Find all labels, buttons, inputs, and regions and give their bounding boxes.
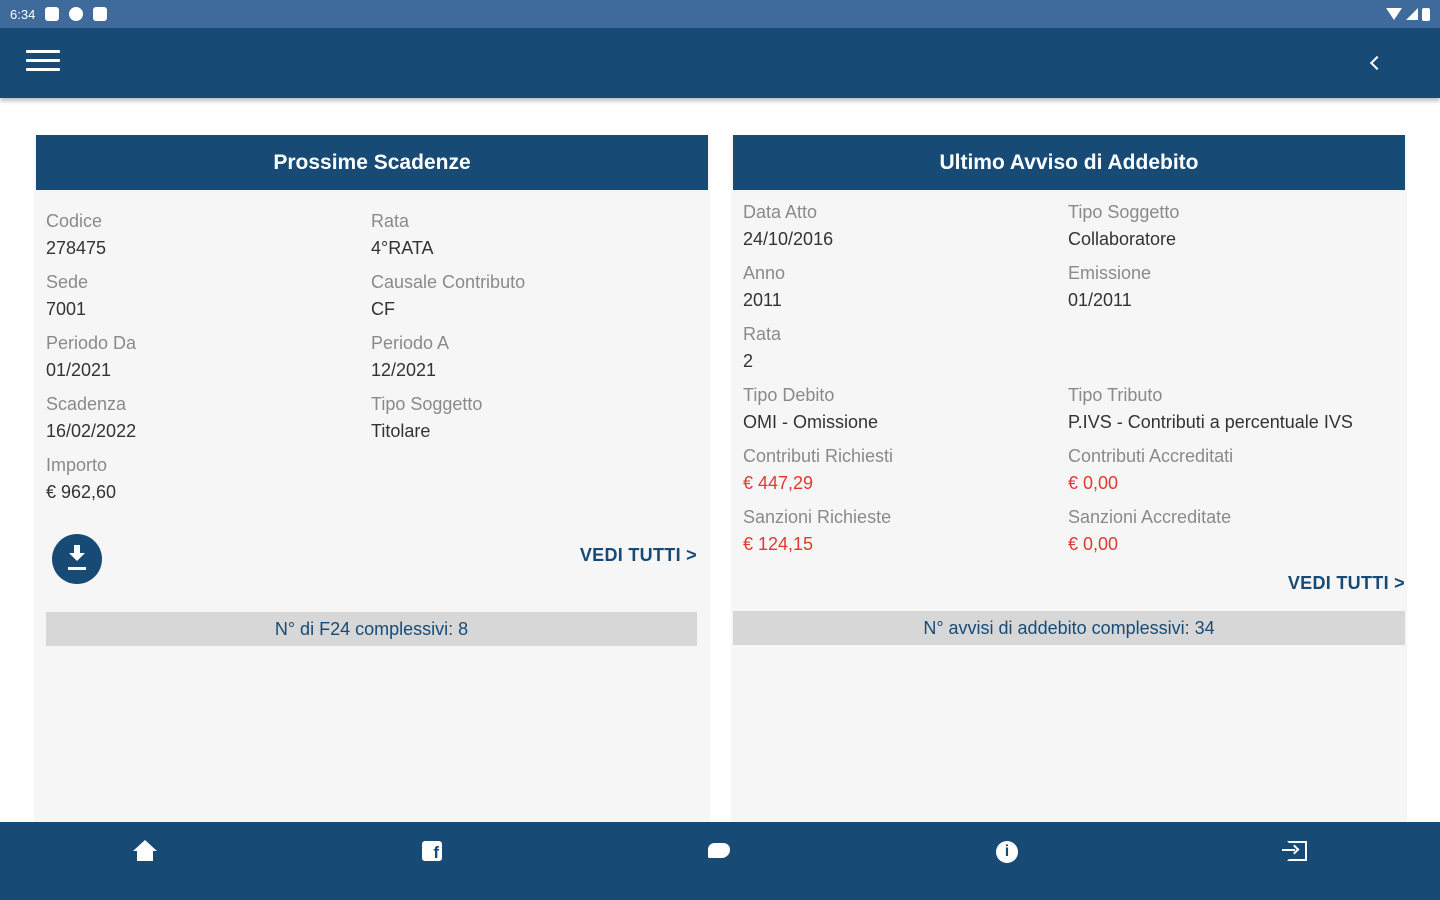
field-tipo-debito: Tipo Debito OMI - Omissione xyxy=(743,373,1068,434)
field-label: Contributi Richiesti xyxy=(743,446,894,466)
wifi-icon xyxy=(1386,8,1402,20)
field-label: Rata xyxy=(743,324,782,344)
field-value: 7001 xyxy=(46,299,87,319)
field-value: 16/02/2022 xyxy=(46,421,137,441)
field-codice: Codice 278475 xyxy=(46,190,371,258)
field-value: € 447,29 xyxy=(743,473,814,493)
app-bar xyxy=(0,28,1440,98)
field-value: P.IVS - Contributi a percentuale IVS xyxy=(1068,412,1353,432)
avvisi-count-summary: N° avvisi di addebito complessivi: 34 xyxy=(733,611,1405,645)
field-label: Sanzioni Richieste xyxy=(743,507,892,527)
status-bar: 6:34 xyxy=(0,0,1440,28)
field-sede: Sede 7001 xyxy=(46,251,371,319)
home-icon[interactable] xyxy=(132,838,158,864)
field-label: Causale Contributo xyxy=(371,272,526,292)
field-contributi-richiesti: Contributi Richiesti € 447,29 xyxy=(743,434,1068,495)
field-sanzioni-accreditate: Sanzioni Accreditate € 0,00 xyxy=(1068,495,1393,556)
field-value: Collaboratore xyxy=(1068,229,1177,249)
field-emissione: Emissione 01/2011 xyxy=(1068,251,1393,312)
download-button[interactable] xyxy=(52,534,102,584)
field-value: Titolare xyxy=(371,421,431,441)
field-causale-contributo: Causale Contributo CF xyxy=(371,251,696,319)
back-chevron-icon[interactable] xyxy=(1364,52,1388,76)
field-label: Emissione xyxy=(1068,263,1152,283)
field-label: Periodo Da xyxy=(46,333,137,353)
field-value: 01/2011 xyxy=(1068,290,1132,310)
field-tipo-soggetto: Tipo Soggetto Collaboratore xyxy=(1068,190,1393,251)
field-value: 2011 xyxy=(743,290,782,310)
signal-icon xyxy=(1406,8,1418,20)
field-value: 4°RATA xyxy=(371,238,434,258)
field-value: OMI - Omissione xyxy=(743,412,879,432)
field-label: Tipo Debito xyxy=(743,385,835,405)
notification-icon xyxy=(69,7,84,21)
field-data-atto: Data Atto 24/10/2016 xyxy=(743,190,1068,251)
field-label: Sede xyxy=(46,272,89,292)
field-periodo-da: Periodo Da 01/2021 xyxy=(46,312,371,380)
card-title: Ultimo Avviso di Addebito xyxy=(733,135,1405,190)
field-value: € 0,00 xyxy=(1068,534,1119,554)
field-label: Rata xyxy=(371,211,410,231)
field-label: Importo xyxy=(46,455,108,475)
field-value: € 0,00 xyxy=(1068,473,1119,493)
field-value: 278475 xyxy=(46,238,107,258)
field-label: Tipo Soggetto xyxy=(1068,202,1180,222)
notification-icon xyxy=(45,7,60,21)
field-label: Periodo A xyxy=(371,333,450,353)
field-value: 01/2021 xyxy=(46,360,112,380)
info-icon[interactable]: i xyxy=(994,838,1020,864)
field-periodo-a: Periodo A 12/2021 xyxy=(371,312,696,380)
empty-cell xyxy=(1068,312,1393,373)
battery-icon xyxy=(1422,7,1430,21)
field-label: Tipo Tributo xyxy=(1068,385,1163,405)
field-sanzioni-richieste: Sanzioni Richieste € 124,15 xyxy=(743,495,1068,556)
field-value: CF xyxy=(371,299,395,319)
logout-icon[interactable] xyxy=(1282,838,1308,864)
prossime-scadenze-card: Prossime Scadenze Codice 278475 Rata 4°R… xyxy=(34,135,710,825)
download-icon xyxy=(69,545,85,565)
field-value: 12/2021 xyxy=(371,360,437,380)
field-value: 24/10/2016 xyxy=(743,229,834,249)
field-label: Data Atto xyxy=(743,202,818,222)
field-value: € 124,15 xyxy=(743,534,814,554)
field-value: 2 xyxy=(743,351,754,371)
field-label: Anno xyxy=(743,263,786,283)
field-tipo-tributo: Tipo Tributo P.IVS - Contributi a percen… xyxy=(1068,373,1393,434)
facebook-icon[interactable]: f xyxy=(420,838,446,864)
field-label: Contributi Accreditati xyxy=(1068,446,1234,466)
f24-count-summary: N° di F24 complessivi: 8 xyxy=(46,612,697,646)
field-label: Codice xyxy=(46,211,103,231)
vedi-tutti-link[interactable]: VEDI TUTTI > xyxy=(579,545,697,565)
field-scadenza: Scadenza 16/02/2022 xyxy=(46,373,371,441)
card-title: Prossime Scadenze xyxy=(36,135,708,190)
field-label: Sanzioni Accreditate xyxy=(1068,507,1232,527)
field-anno: Anno 2011 xyxy=(743,251,1068,312)
hamburger-menu-icon[interactable] xyxy=(26,50,60,76)
field-contributi-accreditati: Contributi Accreditati € 0,00 xyxy=(1068,434,1393,495)
sd-card-icon xyxy=(93,7,108,21)
status-time: 6:34 xyxy=(10,6,36,22)
ultimo-avviso-card: Ultimo Avviso di Addebito Data Atto 24/1… xyxy=(731,135,1407,825)
field-value: € 962,60 xyxy=(46,482,117,502)
field-rata: Rata 2 xyxy=(743,312,1068,373)
twitter-icon[interactable] xyxy=(706,838,732,864)
bottom-navigation: f i xyxy=(0,822,1440,900)
field-rata: Rata 4°RATA xyxy=(371,190,696,258)
field-label: Scadenza xyxy=(46,394,127,414)
vedi-tutti-link[interactable]: VEDI TUTTI > xyxy=(1287,573,1405,593)
field-label: Tipo Soggetto xyxy=(371,394,483,414)
field-importo: Importo € 962,60 xyxy=(46,434,371,502)
field-tipo-soggetto: Tipo Soggetto Titolare xyxy=(371,373,696,441)
